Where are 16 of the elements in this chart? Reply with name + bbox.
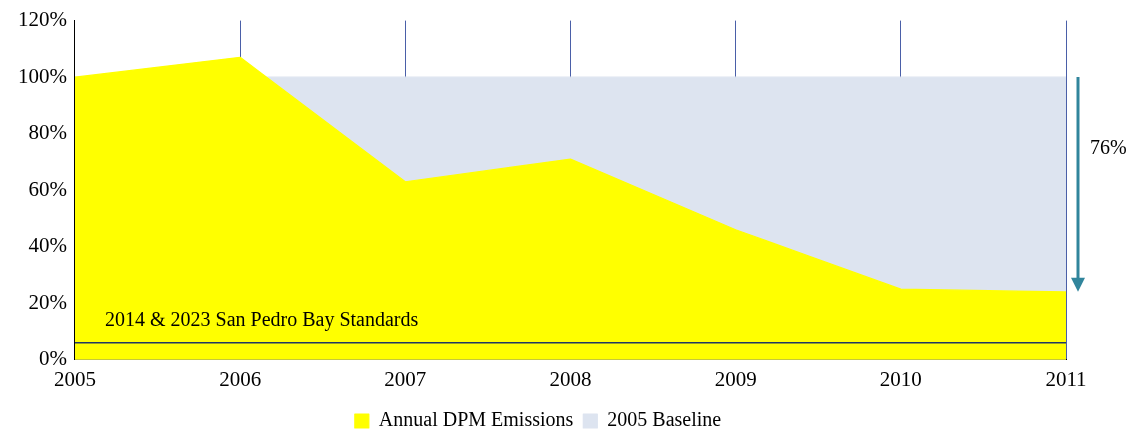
y-tick-label: 120% (17, 7, 67, 32)
x-tick-label: 2010 (879, 366, 922, 391)
x-tick-label: 2011 (1045, 366, 1087, 391)
x-tick-label: 2008 (549, 366, 592, 391)
y-tick-label: 60% (28, 176, 67, 201)
annotation: 76% (1090, 135, 1127, 158)
y-tick-label: 20% (28, 289, 67, 314)
y-tick-label: 40% (28, 233, 67, 258)
x-tick-label: 2009 (714, 366, 757, 391)
x-tick-label: 2007 (384, 366, 427, 391)
x-tick-label: 2006 (219, 366, 262, 391)
ref-line-label: 2014 & 2023 San Pedro Bay Standards (104, 308, 419, 332)
legend-label: 2005 Baseline (607, 408, 722, 431)
y-tick-label: 80% (28, 120, 67, 145)
y-tick-label: 100% (17, 63, 67, 88)
legend-label: Annual DPM Emissions (378, 408, 574, 431)
